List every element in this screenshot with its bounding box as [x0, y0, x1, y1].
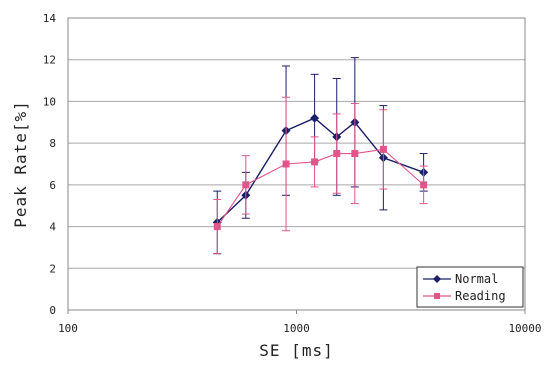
legend-box: [416, 266, 524, 308]
series-layer: [212, 57, 429, 255]
y-tick-label: 10: [43, 95, 56, 108]
series-line-normal: [216, 117, 424, 223]
y-tick-label: 14: [43, 12, 57, 25]
legend: Normal Reading: [416, 266, 524, 308]
data-point-reading: [242, 181, 250, 189]
x-tick-label: 100: [58, 322, 78, 335]
data-point-reading: [379, 145, 387, 153]
y-axis-ticks: 0 2 4 6 8 10 12 14: [43, 12, 57, 317]
series-line-reading: [216, 148, 424, 227]
y-axis-title: Peak Rate[%]: [11, 100, 30, 228]
plot-area-frame: [67, 17, 526, 311]
data-point-reading: [351, 150, 359, 158]
y-tick-label: 12: [43, 54, 56, 67]
legend-label-normal: Normal: [455, 272, 498, 286]
data-point-normal: [310, 113, 320, 123]
y-tick-label: 6: [49, 179, 56, 192]
x-axis-title: SE [ms]: [259, 341, 333, 360]
data-point-reading: [213, 223, 221, 231]
grid: [68, 17, 525, 311]
x-tick-label: 10000: [508, 322, 541, 335]
legend-label-reading: Reading: [455, 289, 506, 303]
series-reading: [213, 96, 428, 255]
legend-marker-normal: [433, 275, 441, 283]
x-tick-label: 1000: [283, 322, 310, 335]
y-tick-label: 2: [49, 262, 56, 275]
data-point-reading: [333, 150, 341, 158]
y-tick-label: 4: [49, 221, 56, 234]
x-axis-ticks: 100 1000 10000: [58, 310, 542, 335]
y-tick-label: 8: [49, 137, 56, 150]
data-point-reading: [420, 181, 428, 189]
y-tick-label: 0: [49, 304, 56, 317]
legend-marker-reading: [434, 293, 440, 299]
data-point-reading: [282, 160, 290, 168]
data-point-reading: [311, 158, 319, 166]
